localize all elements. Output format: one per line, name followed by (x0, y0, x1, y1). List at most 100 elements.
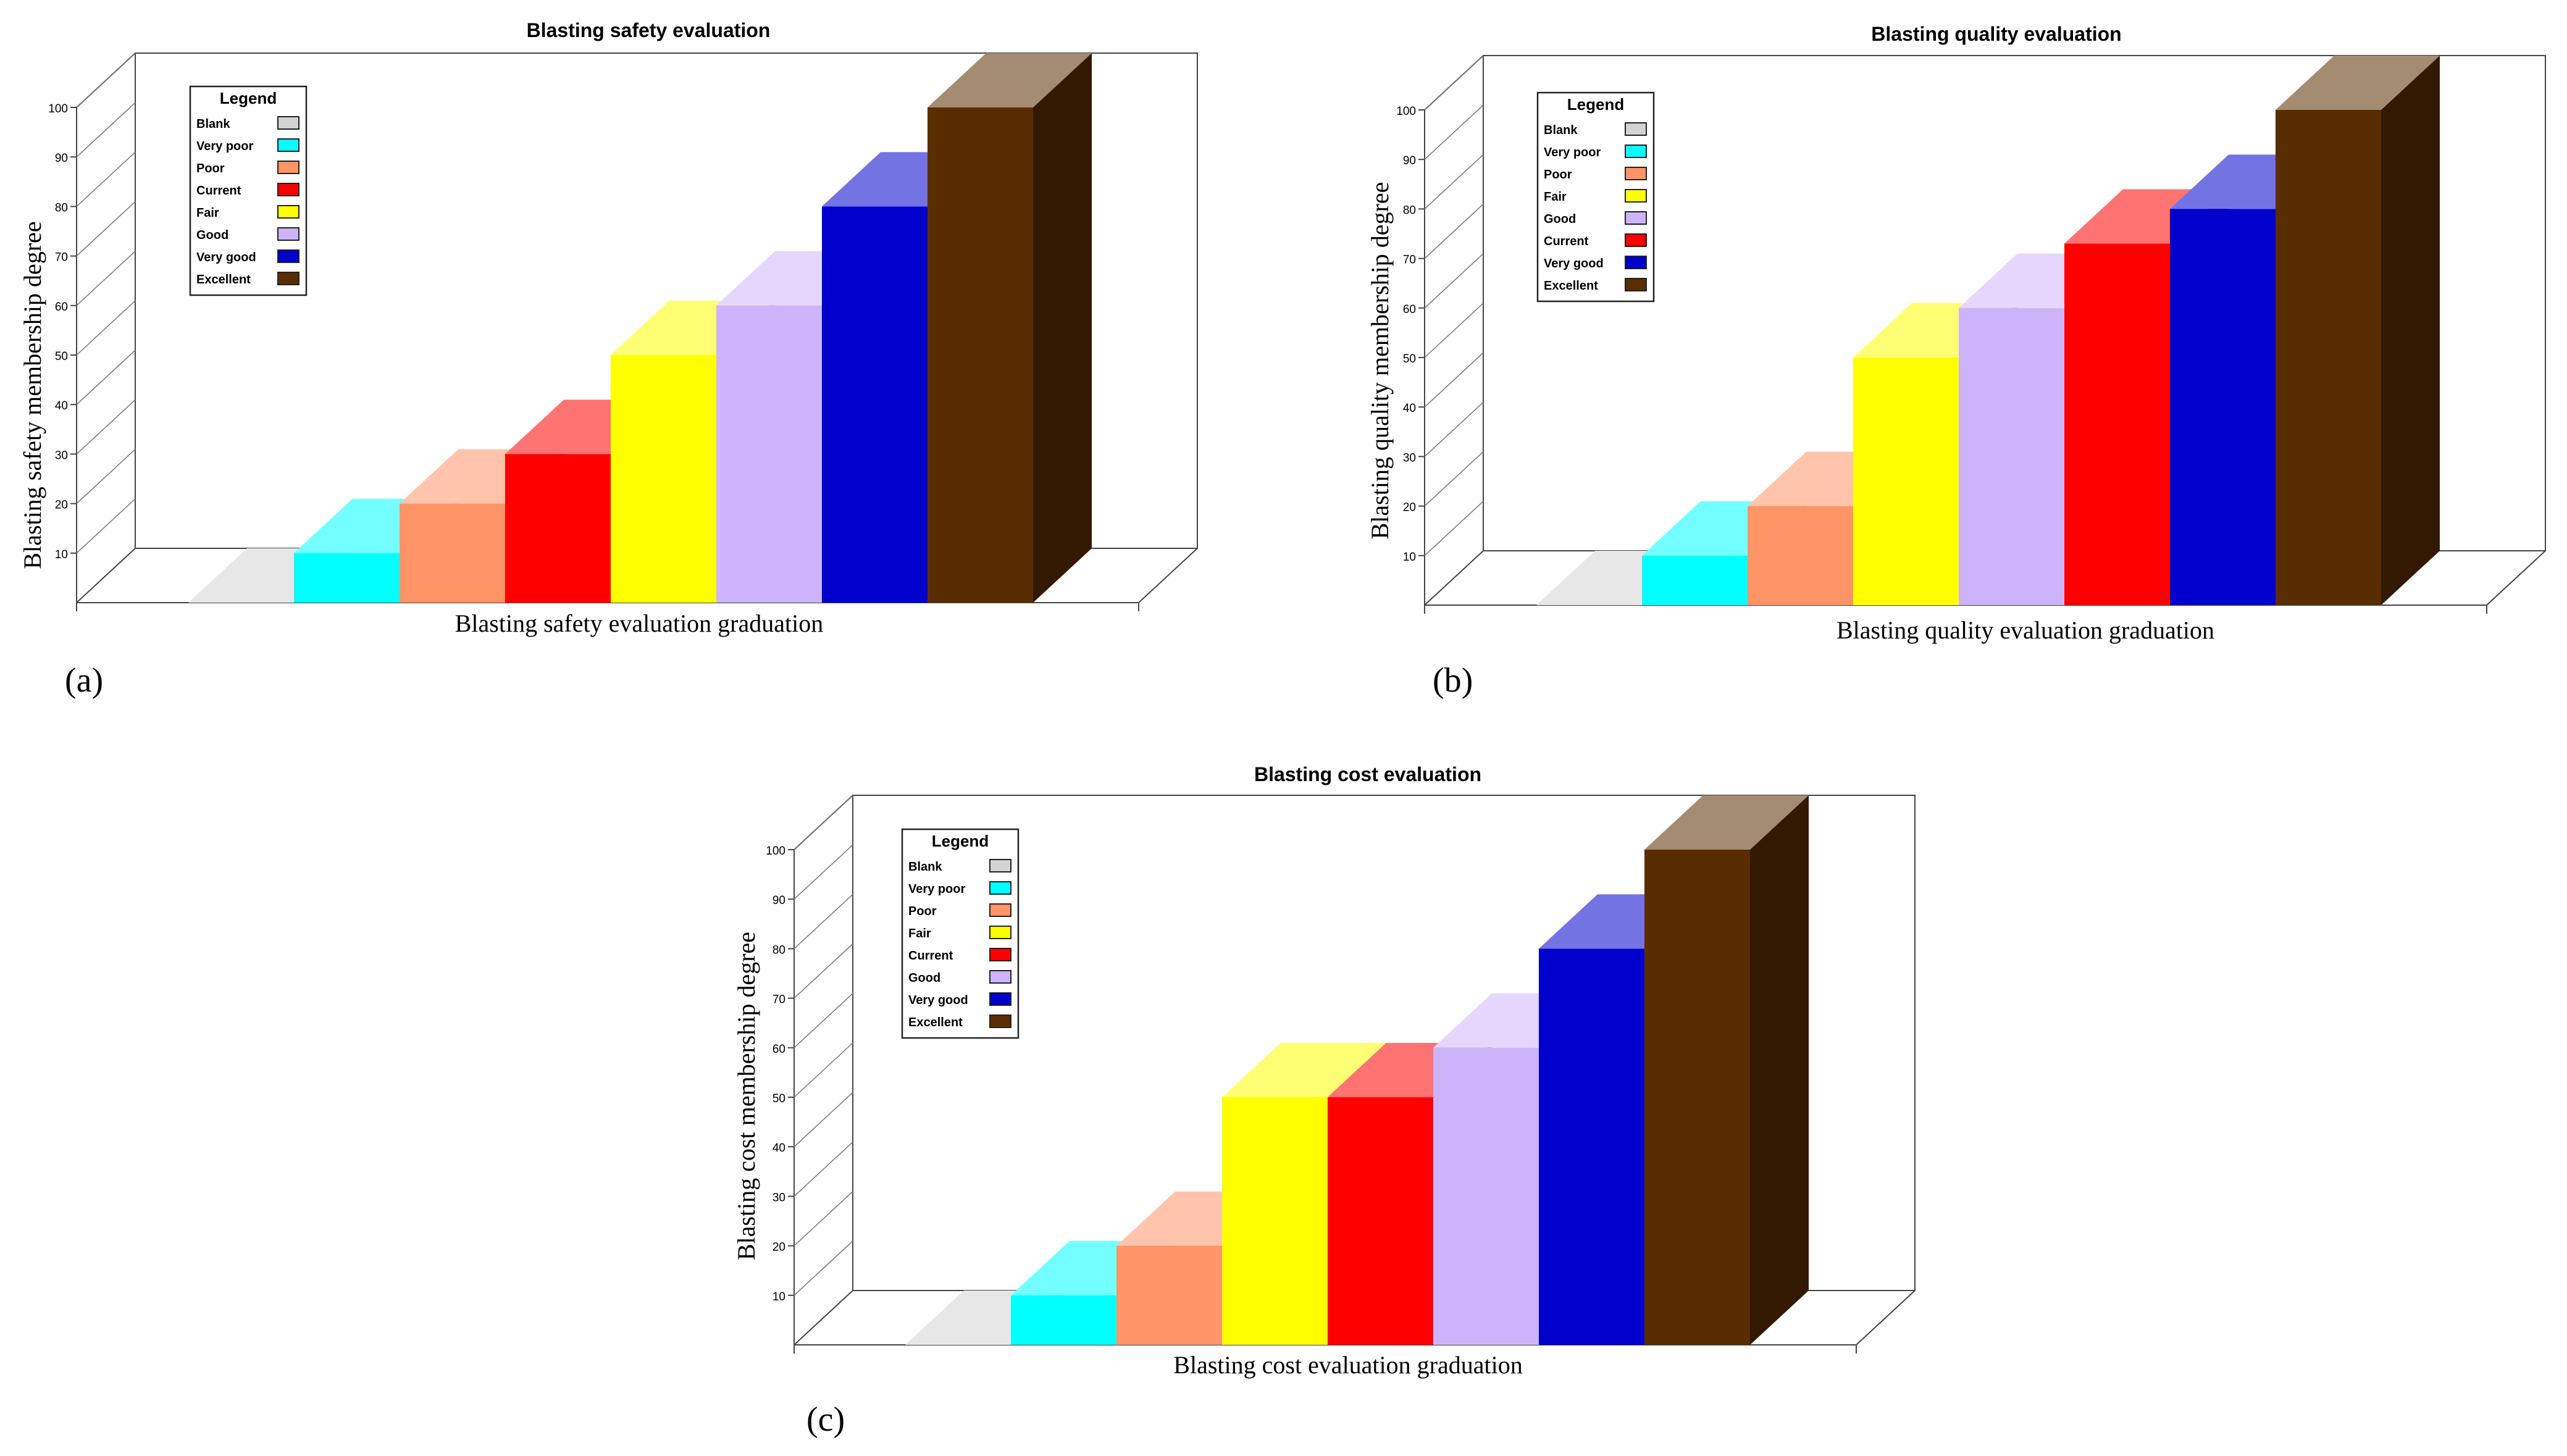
bar-side-face (1750, 795, 1809, 1345)
y-axis-label: Blasting safety membership degree (19, 221, 46, 569)
legend-item-label: Blank (908, 860, 942, 874)
chart-panel-1: Blasting safety evaluation 10 20 30 40 50 60 70… (19, 19, 1198, 700)
legend-item-label: Good (908, 971, 940, 985)
y-tick-label: 70 (55, 251, 68, 264)
legend: Legend Blank Very poor Poor Current Fair Good V… (189, 85, 308, 296)
y-tick-label: 50 (55, 350, 68, 363)
x-axis-label: Blasting cost evaluation graduation (1173, 1351, 1522, 1379)
legend-item-label: Fair (908, 927, 931, 940)
legend-item-label: Very poor (196, 140, 253, 153)
side-gridline (1424, 204, 1484, 259)
y-tick-label: 90 (55, 152, 68, 165)
floor-edges (76, 548, 1198, 603)
side-gridline (1424, 104, 1484, 160)
y-tick-label: 80 (55, 201, 68, 214)
y-tick-label: 60 (55, 301, 68, 314)
y-axis-label: Blasting quality membership degree (1366, 182, 1394, 540)
legend-title: Legend (932, 832, 989, 850)
bar-front-face (1011, 1295, 1116, 1345)
bar-front-face (1642, 555, 1748, 605)
side-gridline (794, 1141, 853, 1197)
bar-front-face (1222, 1097, 1328, 1345)
y-tick-label: 20 (1403, 501, 1416, 514)
x-axis-label: Blasting safety evaluation graduation (455, 609, 824, 637)
side-gridline (1424, 303, 1484, 358)
side-gridline (76, 251, 136, 306)
side-gridline (76, 399, 136, 454)
side-gridline (794, 893, 853, 949)
y-tick-label: 100 (1396, 105, 1416, 118)
legend-swatch (1625, 211, 1647, 225)
legend-item-label: Blank (1544, 123, 1578, 137)
bar-front-face (2276, 110, 2381, 605)
legend-swatch (277, 249, 299, 263)
legend-item-label: Current (196, 184, 241, 198)
y-tick-label: 30 (1403, 451, 1416, 464)
legend-item-label: Very poor (908, 882, 965, 896)
side-gridline (76, 151, 136, 207)
side-gridline (76, 300, 136, 356)
y-tick-label: 80 (1403, 204, 1416, 217)
y-tick-label: 100 (48, 103, 68, 115)
legend-item-label: Excellent (908, 1016, 963, 1029)
side-gridline (794, 844, 853, 900)
bar-top-face (1222, 1043, 1386, 1097)
legend-swatch (989, 881, 1011, 895)
y-tick-label: 20 (55, 499, 68, 512)
legend-title: Legend (1567, 95, 1624, 114)
y-axis-label: Blasting cost membership degree (732, 932, 760, 1260)
legend-item-label: Excellent (196, 273, 251, 287)
y-tick-label: 20 (773, 1241, 785, 1254)
legend-item-label: Current (908, 949, 953, 963)
legend-swatch (277, 138, 299, 152)
legend-swatch (1625, 233, 1647, 247)
legend: Legend Blank Very poor Poor Fair Current Good V… (901, 828, 1020, 1039)
legend-item-label: Blank (196, 117, 230, 131)
side-gridline (76, 201, 136, 257)
legend-item-label: Poor (1544, 168, 1572, 182)
legend-swatch (989, 992, 1011, 1006)
legend-item-label: Poor (196, 162, 225, 175)
y-tick-label: 70 (1403, 254, 1416, 267)
bar-excellent (2276, 56, 2440, 605)
side-gridline (794, 1191, 853, 1247)
legend-swatch (277, 116, 299, 130)
side-gridline (794, 1042, 853, 1098)
chart-title: Blasting safety evaluation (527, 19, 771, 41)
bar-front-face (611, 355, 716, 603)
legend: Legend Blank Very poor Poor Fair Good Current V… (1536, 91, 1655, 303)
legend-swatch (989, 859, 1011, 872)
side-gridline (1424, 352, 1484, 408)
y-tick-label: 100 (766, 845, 785, 858)
legend-swatch (989, 970, 1011, 984)
y-tick-label: 50 (1403, 353, 1416, 366)
chart-panel-2: Blasting quality evaluation 10 20 30 40 50 60 7… (1366, 23, 2546, 700)
side-gridline (794, 795, 853, 850)
legend-swatch (989, 948, 1011, 961)
legend-item-label: Excellent (1544, 279, 1598, 293)
bar-side-face (1033, 53, 1092, 603)
bar-top-face (1644, 795, 1809, 850)
y-tick-label: 30 (55, 449, 68, 462)
side-gridline (794, 1092, 853, 1147)
bar-front-face (928, 107, 1033, 603)
chart-title: Blasting quality evaluation (1871, 23, 2121, 45)
legend-item-label: Current (1544, 235, 1589, 248)
y-tick-label: 40 (1403, 402, 1416, 415)
legend-item-label: Very poor (1544, 146, 1601, 159)
y-tick-label: 90 (773, 894, 785, 907)
legend-swatch (1625, 167, 1647, 180)
side-gridline (1424, 55, 1484, 111)
legend-item-label: Good (196, 228, 228, 242)
legend-swatch (277, 205, 299, 219)
legend-swatch (277, 227, 299, 241)
bar-front-face (1433, 1047, 1539, 1345)
y-tick-label: 10 (773, 1291, 785, 1303)
y-tick-label: 10 (55, 548, 68, 561)
panel-label: (a) (65, 661, 103, 700)
legend-swatch (1625, 189, 1647, 203)
bar-top-face (2276, 56, 2440, 110)
side-gridline (1424, 253, 1484, 309)
floor-edges (794, 1290, 1916, 1345)
